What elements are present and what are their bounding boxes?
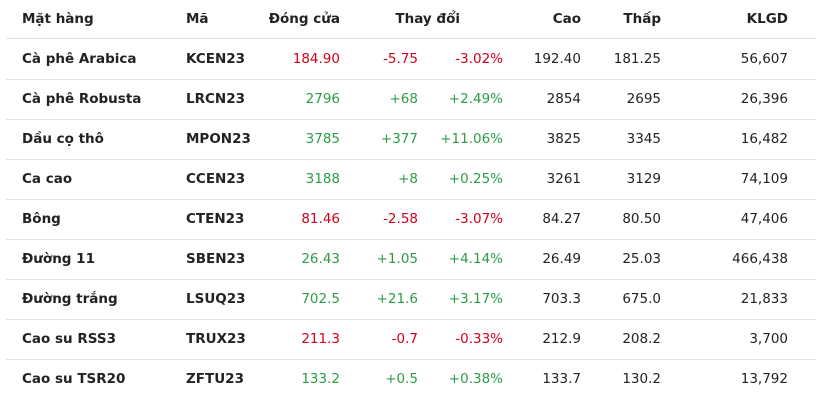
cell-value: 675.0 (622, 291, 661, 307)
commodity-code: ZFTU23 (186, 371, 244, 387)
cell-value: 13,792 (740, 371, 788, 387)
commodity-name: Dầu cọ thô (22, 131, 104, 147)
row-separator (6, 79, 816, 80)
cell-value: 2854 (546, 91, 581, 107)
cell-value: +377 (380, 131, 418, 147)
cell-value: 81.46 (301, 211, 340, 227)
cell-value: +21.6 (376, 291, 418, 307)
cell-value: 56,607 (740, 51, 788, 67)
cell-value: 702.5 (301, 291, 340, 307)
row-separator (6, 159, 816, 160)
header-separator (6, 38, 816, 39)
cell-value: +0.38% (448, 371, 503, 387)
cell-value: 3129 (626, 171, 661, 187)
cell-value: 80.50 (622, 211, 661, 227)
commodity-code: MPON23 (186, 131, 251, 147)
cell-value: 26,396 (740, 91, 788, 107)
row-separator (6, 319, 816, 320)
cell-value: 212.9 (542, 331, 581, 347)
cell-value: 211.3 (301, 331, 340, 347)
row-separator (6, 359, 816, 360)
cell-value: 184.90 (292, 51, 340, 67)
cell-value: 130.2 (622, 371, 661, 387)
cell-value: 16,482 (740, 131, 788, 147)
column-header: Đóng cửa (268, 11, 340, 27)
column-header: KLGD (746, 11, 788, 27)
cell-value: 74,109 (740, 171, 788, 187)
commodity-name: Cà phê Robusta (22, 91, 142, 107)
column-header: Mã (186, 11, 209, 27)
commodity-code: LSUQ23 (186, 291, 246, 307)
cell-value: -0.7 (391, 331, 418, 347)
cell-value: +11.06% (440, 131, 503, 147)
cell-value: 3825 (546, 131, 581, 147)
commodity-code: SBEN23 (186, 251, 246, 267)
cell-value: 466,438 (732, 251, 788, 267)
commodity-name: Đường trắng (22, 291, 118, 307)
cell-value: 3785 (305, 131, 340, 147)
cell-value: +4.14% (448, 251, 503, 267)
cell-value: 3,700 (749, 331, 788, 347)
column-header: Cao (552, 11, 581, 27)
column-header: Thay đổi (395, 11, 460, 27)
cell-value: 208.2 (622, 331, 661, 347)
commodity-name: Cao su TSR20 (22, 371, 126, 387)
cell-value: 25.03 (622, 251, 661, 267)
cell-value: 21,833 (740, 291, 788, 307)
cell-value: 47,406 (740, 211, 788, 227)
cell-value: +0.5 (385, 371, 418, 387)
cell-value: -0.33% (455, 331, 503, 347)
commodity-code: KCEN23 (186, 51, 246, 67)
row-separator (6, 239, 816, 240)
cell-value: 2695 (626, 91, 661, 107)
column-header: Mặt hàng (22, 11, 94, 27)
commodity-code: CCEN23 (186, 171, 246, 187)
cell-value: 26.49 (542, 251, 581, 267)
commodity-name: Bông (22, 211, 61, 227)
cell-value: 3345 (626, 131, 661, 147)
cell-value: +2.49% (448, 91, 503, 107)
commodity-name: Cà phê Arabica (22, 51, 137, 67)
cell-value: 3261 (546, 171, 581, 187)
cell-value: +1.05 (376, 251, 418, 267)
cell-value: 192.40 (533, 51, 581, 67)
commodity-name: Ca cao (22, 171, 73, 187)
cell-value: 84.27 (542, 211, 581, 227)
commodity-name: Cao su RSS3 (22, 331, 116, 347)
cell-value: +8 (398, 171, 418, 187)
row-separator (6, 279, 816, 280)
cell-value: 703.3 (542, 291, 581, 307)
commodity-name: Đường 11 (22, 251, 95, 267)
row-separator (6, 199, 816, 200)
cell-value: -5.75 (383, 51, 418, 67)
cell-value: -3.02% (455, 51, 503, 67)
cell-value: -3.07% (455, 211, 503, 227)
cell-value: 3188 (305, 171, 340, 187)
column-header: Thấp (623, 11, 661, 27)
cell-value: 26.43 (301, 251, 340, 267)
cell-value: +3.17% (448, 291, 503, 307)
cell-value: +68 (389, 91, 419, 107)
cell-value: -2.58 (383, 211, 418, 227)
commodity-code: LRCN23 (186, 91, 245, 107)
cell-value: 133.2 (301, 371, 340, 387)
row-separator (6, 119, 816, 120)
cell-value: 2796 (305, 91, 340, 107)
cell-value: +0.25% (448, 171, 503, 187)
cell-value: 133.7 (542, 371, 581, 387)
commodity-code: TRUX23 (186, 331, 246, 347)
cell-value: 181.25 (613, 51, 661, 67)
commodity-code: CTEN23 (186, 211, 245, 227)
